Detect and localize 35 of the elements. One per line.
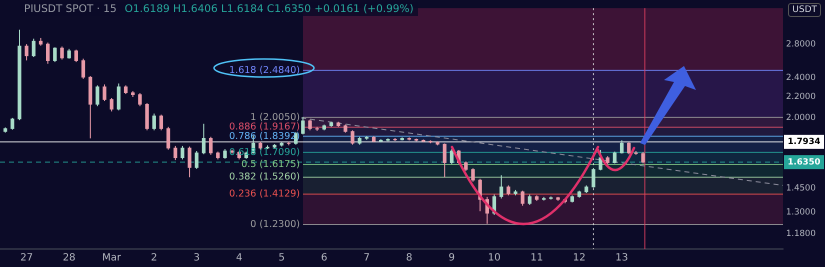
x-tick-label: 8 [406,252,412,264]
y-tick-label: 1.4500 [786,184,816,194]
x-tick-label: 27 [20,252,33,264]
y-tick-label: 1.1800 [786,228,816,239]
x-tick-label: 3 [193,252,200,264]
ref-line-label: 0.886 (1.9167) [229,122,300,133]
y-tick-label: 2.0000 [786,113,816,124]
ref-line-label: 0.382 (1.5260) [229,172,300,183]
y-tick-label: 2.8000 [786,39,816,50]
ref-line-label: 0.236 (1.4129) [229,188,300,200]
ref-line-label: 0.5 (1.6175) [241,158,300,170]
x-tick-label: 2 [150,252,158,264]
x-tick-label: 11 [530,252,544,264]
x-tick-label: 13 [615,252,628,264]
ref-line-label: 1.7934 [788,137,820,148]
y-tick-label: 2.2000 [786,92,816,102]
x-tick-label: 12 [572,252,586,264]
x-tick-label: 4 [236,252,242,264]
ref-line-label: 0 (1.2300) [250,218,300,230]
candlestick [634,150,638,156]
x-tick-label: 9 [448,252,455,264]
x-tick-label: 5 [278,252,285,264]
chart-subtitle: O1.6189 H1.6406 L1.6184 C1.6350 +0.0161 (+0.99%) [124,3,414,15]
y-tick-label: 1.3000 [786,208,816,218]
x-tick-label: 6 [320,252,328,264]
x-tick-label: Mar [102,252,122,264]
chart-title: PIUSDT SPOT · 15 [24,3,117,15]
x-tick-label: 28 [62,252,76,264]
ref-line-label: 1.6350 [788,157,820,168]
ref-line-label: 1.618 (2.4840) [229,64,300,76]
x-tick-label: 10 [488,252,501,264]
ref-line-label: 1 (2.0050) [250,112,300,123]
y-axis-title: USDT [788,3,821,17]
x-tick-label: 7 [364,252,370,264]
y-tick-label: 2.4000 [786,73,816,84]
